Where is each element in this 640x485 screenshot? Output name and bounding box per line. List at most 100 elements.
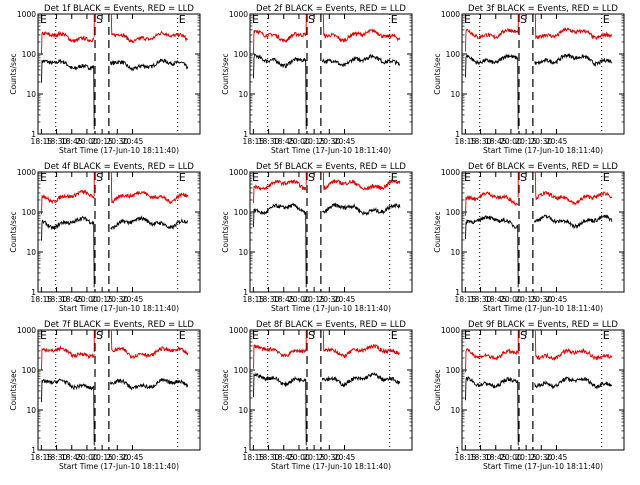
y-tick-label: 1 [243,446,248,455]
plot-frame [249,329,413,451]
events-series-line [41,215,95,288]
x-tick-label: 18:45 [485,137,507,146]
y-tick-label: 100 [446,208,461,217]
events-series-line [110,215,189,231]
x-tick-label: 20:00 [288,295,310,304]
x-tick-label: 20:00 [500,137,522,146]
y-tick-label: 1 [455,288,460,297]
y-tick-label: 10 [26,406,36,415]
x-tick-label: 20:15 [303,295,325,304]
x-tick-label: 18:45 [273,453,295,462]
x-tick-label: 20:00 [288,137,310,146]
x-tick-label: 18:45 [61,453,83,462]
x-tick-label: 18:30 [46,137,68,146]
x-tick-label: 20:00 [76,137,98,146]
x-tick-label: 18:30 [46,295,68,304]
marker-start: S [308,329,315,342]
marker-end: E [391,329,398,342]
marker-end: E [464,13,471,26]
y-tick-label: 1 [455,130,460,139]
x-tick-label: 18:45 [61,137,83,146]
marker-end: E [603,329,610,342]
y-axis-label: Counts/sec [9,369,18,410]
marker-end: E [252,329,259,342]
x-tick-label: 18:15 [31,137,53,146]
lld-series-line [322,329,401,359]
marker-end: E [252,13,259,26]
events-series-line [465,375,519,446]
marker-start: S [96,171,103,184]
marker-end: E [40,13,47,26]
y-tick-label: 10 [238,248,248,257]
y-tick-label: 100 [22,366,37,375]
plot-frame [37,13,201,135]
y-tick-label: 1000 [229,10,248,19]
x-tick-label: 20:45 [122,453,144,462]
lld-series-line [253,344,307,369]
x-tick-label: 20:00 [500,453,522,462]
events-series-line [322,202,401,217]
panel-det-2: Det 2f BLACK = Events, RED = LLD 1 10 100 10… [221,4,413,155]
marker-start: S [96,13,103,26]
marker-start: S [520,13,527,26]
events-series-line [41,58,95,130]
lld-series-line [465,27,519,52]
x-tick-label: 18:15 [31,453,53,462]
y-tick-label: 100 [234,366,249,375]
panel-title: Det 1f BLACK = Events, RED = LLD [44,4,194,14]
plot-frame [37,329,201,451]
y-tick-label: 10 [450,406,460,415]
y-tick-label: 100 [234,208,249,217]
marker-end: E [603,13,610,26]
panel-title: Det 2f BLACK = Events, RED = LLD [256,4,406,14]
panel-title: Det 7f BLACK = Events, RED = LLD [44,320,194,330]
lld-series-line [253,29,307,54]
panel-title: Det 6f BLACK = Events, RED = LLD [468,162,618,172]
lld-series-line [41,189,95,215]
x-tick-label: 20:15 [515,137,537,146]
marker-end: E [603,171,610,184]
events-series-line [465,53,519,130]
x-tick-label: 18:30 [258,137,280,146]
y-tick-label: 1000 [17,326,36,335]
plot-frame [249,171,413,293]
x-tick-label: 20:15 [515,295,537,304]
lld-series-line [110,13,188,44]
lld-series-line [322,13,401,43]
events-series-line [253,53,307,130]
plot-frame [249,13,413,135]
y-tick-label: 1000 [229,326,248,335]
x-tick-label: 18:15 [243,295,265,304]
lld-series-line [465,348,519,373]
marker-end: E [179,13,186,26]
y-tick-label: 1 [243,130,248,139]
x-tick-label: 18:45 [61,295,83,304]
marker-end: E [179,329,186,342]
y-tick-label: 10 [238,90,248,99]
panel-det-5: Det 5f BLACK = Events, RED = LLD 1 10 100 10… [221,162,413,313]
y-tick-label: 100 [22,50,37,59]
x-axis-label: Start Time (17-Jun-10 18:11:40) [59,304,179,313]
x-tick-label: 18:15 [455,453,477,462]
x-tick-label: 18:30 [470,295,492,304]
y-tick-label: 1000 [441,168,460,177]
lld-series-line [534,329,613,362]
x-tick-label: 20:45 [546,453,568,462]
plot-frame [461,329,625,451]
y-axis-label: Counts/sec [221,369,230,410]
panel-title: Det 8f BLACK = Events, RED = LLD [256,320,406,330]
panel-det-7: Det 7f BLACK = Events, RED = LLD 1 10 100 10… [9,320,201,471]
lld-series-line [465,191,519,216]
marker-end: E [40,171,47,184]
x-tick-label: 20:30 [106,453,128,462]
y-tick-label: 10 [450,90,460,99]
x-tick-label: 20:00 [76,295,98,304]
x-axis-label: Start Time (17-Jun-10 18:11:40) [483,462,603,471]
x-tick-label: 20:30 [318,295,340,304]
x-tick-label: 18:15 [243,453,265,462]
x-tick-label: 18:45 [485,453,507,462]
y-tick-label: 1000 [229,168,248,177]
y-tick-label: 10 [26,248,36,257]
panel-title: Det 3f BLACK = Events, RED = LLD [468,4,618,14]
